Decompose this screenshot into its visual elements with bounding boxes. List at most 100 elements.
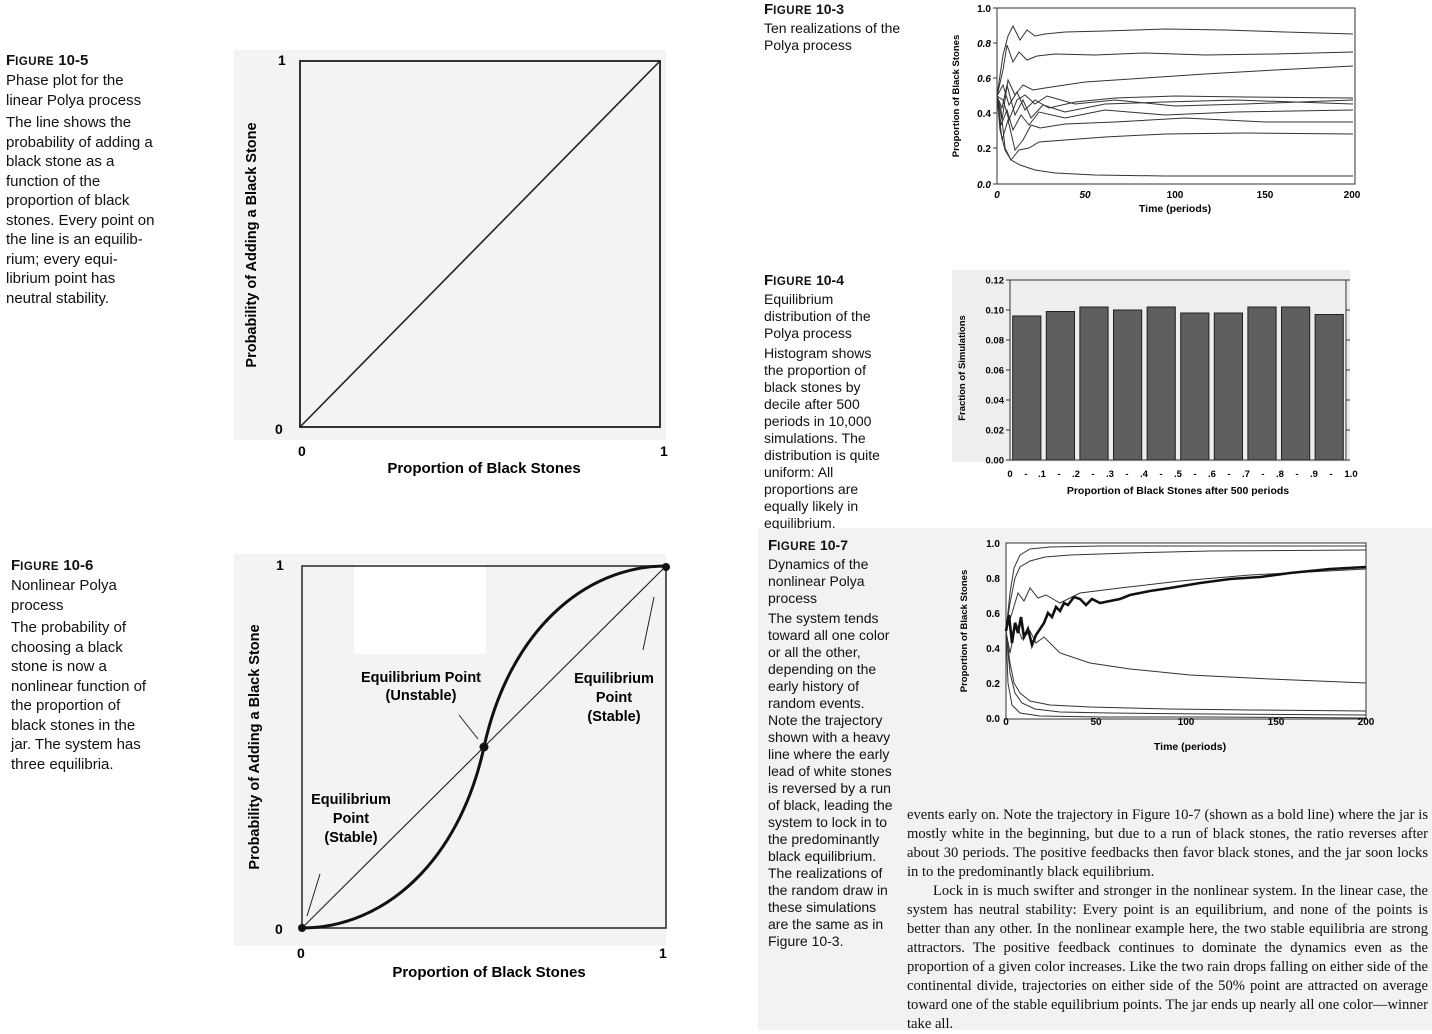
x-axis-label: Proportion of Black Stones after 500 per… (1067, 485, 1289, 497)
histogram-bar (1280, 306, 1311, 461)
figure-10-5-label: FIGURE 10-5 (6, 52, 89, 69)
plot-highlight-patch (354, 564, 486, 654)
figure-10-6-label: FIGURE 10-6 (11, 557, 94, 574)
x-tick-50: 50 (1090, 717, 1102, 728)
x-tick-dash-9: - (1295, 469, 1298, 480)
x-tick-150: 150 (1268, 717, 1285, 728)
figure-10-5-title: Phase plot for the linear Polya process (6, 72, 142, 109)
figure-10-4-label: FIGURE 10-4 (764, 272, 845, 289)
annotation-unstable-line-2: (Unstable) (386, 688, 457, 704)
x-tick-0: 0 (994, 190, 1000, 201)
figure-10-4-body: Histogram shows the proportion of black … (764, 345, 880, 529)
y-tick-0.8: 0.8 (977, 39, 991, 50)
y-tick-1.0: 1.0 (977, 4, 991, 15)
x-tick-1: 1 (659, 945, 667, 961)
histogram-bar (1247, 306, 1277, 461)
x-tick-.6: .6 (1208, 469, 1216, 480)
body-paragraph-1: events early on. Note the trajectory in … (907, 807, 1428, 880)
figure-10-4-title: Equilibrium distribution of the Polya pr… (764, 291, 871, 341)
x-tick-.2: .2 (1072, 469, 1080, 480)
body-text: events early on. Note the trajectory in … (907, 806, 1428, 1034)
x-tick-200: 200 (1344, 190, 1361, 201)
bold-lock-in-trajectory (1004, 565, 1367, 650)
y-tick-0.6: 0.6 (986, 609, 1000, 620)
annotation-stable-low-line-1: Equilibrium (311, 792, 391, 808)
stable-equilibrium-point-high (662, 563, 670, 571)
y-tick-0: 0 (275, 921, 283, 937)
x-tick-100: 100 (1167, 190, 1184, 201)
y-tick-0.8: 0.8 (986, 574, 1000, 585)
x-tick-dash-4: - (1125, 469, 1128, 480)
figure-10-6-chart: Equilibrium Point (Unstable) Equilibrium… (234, 554, 670, 981)
y-axis-label: Fraction of Simulations (957, 315, 968, 421)
y-axis-label: Probability of Adding a Black Stone (244, 122, 260, 367)
unstable-leader-line (458, 714, 479, 740)
x-axis-label: Proportion of Black Stones (392, 964, 585, 981)
y-tick-0.4: 0.4 (986, 644, 1000, 655)
stable-low-leader-line (306, 873, 321, 917)
figure-10-3-title: Ten realizations of the Polya process (764, 20, 901, 53)
figure-10-7-label: FIGURE 10-7 (768, 537, 849, 554)
plot-frame (1005, 542, 1367, 720)
histogram-bar (1112, 309, 1143, 461)
annotation-unstable-line-1: Equilibrium Point (361, 670, 481, 686)
x-tick-.5: .5 (1174, 469, 1183, 480)
y-tick-1: 1 (276, 557, 284, 573)
x-tick-.9: .9 (1310, 469, 1318, 480)
y-tick-1: 1 (278, 52, 286, 68)
figure-10-6-caption: FIGURE 10-6 Nonlinear Polya process The … (11, 557, 151, 774)
x-tick-0: 0 (297, 945, 305, 961)
x-tick-1.0: 1.0 (1344, 469, 1357, 480)
x-tick-0: 0 (1007, 469, 1012, 480)
x-tick-dash-8: - (1261, 469, 1264, 480)
y-tick-label: 0.04 (986, 396, 1005, 407)
y-ticks (993, 7, 997, 185)
annotation-stable-low-line-2: Point (333, 811, 369, 827)
figure-10-3-caption: FIGURE 10-3 Ten realizations of the Poly… (764, 0, 904, 54)
figure-10-6-title: Nonlinear Polya process (11, 577, 117, 614)
annotation-stable-high-line-2: Point (596, 690, 632, 706)
x-tick-.7: .7 (1242, 469, 1250, 480)
x-tick-dash-3: - (1091, 469, 1094, 480)
figure-10-7-title: Dynamics of the nonlinear Polya process (768, 556, 869, 606)
x-tick-150: 150 (1257, 190, 1274, 201)
histogram-bar (1314, 314, 1344, 461)
y-tick-label: 0.10 (986, 306, 1005, 317)
x-tick-1: 1 (660, 443, 668, 459)
stable-high-leader-line (642, 596, 655, 651)
y-tick-label: 0.00 (986, 456, 1005, 467)
annotation-stable-high-line-1: Equilibrium (574, 671, 654, 687)
plot-frame (299, 60, 661, 428)
histogram-bar (1213, 312, 1244, 461)
equilibrium-diagonal-line (299, 60, 661, 428)
figure-10-5-caption: FIGURE 10-5 Phase plot for the linear Po… (6, 52, 156, 308)
x-tick-dash-7: - (1227, 469, 1230, 480)
x-tick-.1: .1 (1038, 469, 1047, 480)
y-tick-label: 0.02 (986, 426, 1005, 437)
figure-10-4-caption: FIGURE 10-4 Equilibrium distribution of … (764, 271, 884, 529)
x-tick-0: 0 (1003, 717, 1009, 728)
figure-10-3-chart: 1.0 0.8 0.6 0.4 0.2 0.0 0 50 100 150 200… (951, 4, 1361, 215)
y-tick-0: 0 (275, 421, 283, 437)
y-axis-label: Proportion of Black Stones (959, 570, 970, 692)
figure-10-7-chart: 1.0 0.8 0.6 0.4 0.2 0.0 0 50 100 150 200… (959, 539, 1375, 753)
y-ticks: 0.00 0.02 0.04 0.06 0.08 0.10 0.12 (986, 276, 1350, 467)
figure-10-5-body: The line shows the probability of adding… (6, 114, 155, 307)
plot-frame (301, 565, 667, 929)
x-tick-200: 200 (1358, 717, 1375, 728)
y-tick-0.2: 0.2 (986, 679, 1000, 690)
plot-background (234, 50, 666, 440)
y-tick-0.0: 0.0 (977, 180, 991, 191)
y-tick-0.0: 0.0 (986, 714, 1000, 725)
histogram-bar (1146, 306, 1176, 461)
histogram-bar (1045, 311, 1076, 461)
x-tick-dash-2: - (1057, 469, 1060, 480)
figure-10-7-body: The system tends toward all one color or… (768, 610, 893, 949)
x-tick-dash-1: - (1024, 469, 1027, 480)
figure-10-5-chart: 1 0 0 1 Proportion of Black Stones Proba… (234, 50, 668, 477)
x-tick-0: 0 (298, 443, 306, 459)
y-tick-0.4: 0.4 (977, 109, 991, 120)
x-tick-dash-6: - (1193, 469, 1196, 480)
figure-10-7-caption: FIGURE 10-7 Dynamics of the nonlinear Po… (768, 536, 893, 950)
x-tick-.8: .8 (1276, 469, 1284, 480)
